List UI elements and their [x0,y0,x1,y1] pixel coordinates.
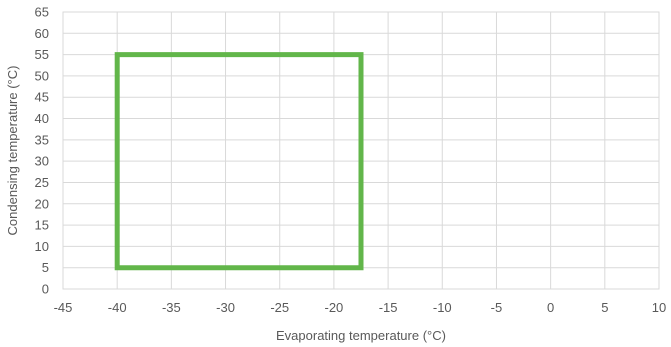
x-tick-label: -10 [433,300,452,315]
y-tick-label: 45 [35,90,49,105]
y-axis-tick-labels: 0 5 10 15 20 25 30 35 40 45 50 55 60 65 [35,5,49,297]
x-tick-label: 10 [652,300,666,315]
y-tick-label: 60 [35,26,49,41]
series-layer [114,52,364,271]
y-tick-label: 35 [35,132,49,147]
y-tick-label: 40 [35,111,49,126]
y-tick-label: 50 [35,68,49,83]
x-tick-label: 0 [547,300,554,315]
x-tick-label: -40 [108,300,127,315]
y-tick-label: 5 [42,260,49,275]
x-tick-label: 5 [601,300,608,315]
x-tick-label: -30 [216,300,235,315]
x-tick-label: -5 [491,300,503,315]
y-tick-label: 0 [42,282,49,297]
y-tick-label: 15 [35,218,49,233]
y-tick-label: 25 [35,175,49,190]
x-tick-label: -35 [162,300,181,315]
x-axis-title: Evaporating temperature (°C) [276,328,446,343]
x-tick-label: -15 [379,300,398,315]
y-tick-label: 55 [35,47,49,62]
x-tick-label: -45 [54,300,73,315]
x-axis-tick-labels: -45 -40 -35 -30 -25 -20 -15 -10 -5 0 5 10 [54,300,667,315]
y-tick-label: 65 [35,5,49,20]
y-axis-title: Condensing temperature (°C) [5,66,20,236]
y-tick-label: 20 [35,196,49,211]
y-tick-label: 10 [35,239,49,254]
operating-envelope-series [114,52,364,271]
y-tick-label: 30 [35,154,49,169]
plot-area-border [62,11,660,290]
x-tick-label: -20 [325,300,344,315]
x-tick-label: -25 [270,300,289,315]
